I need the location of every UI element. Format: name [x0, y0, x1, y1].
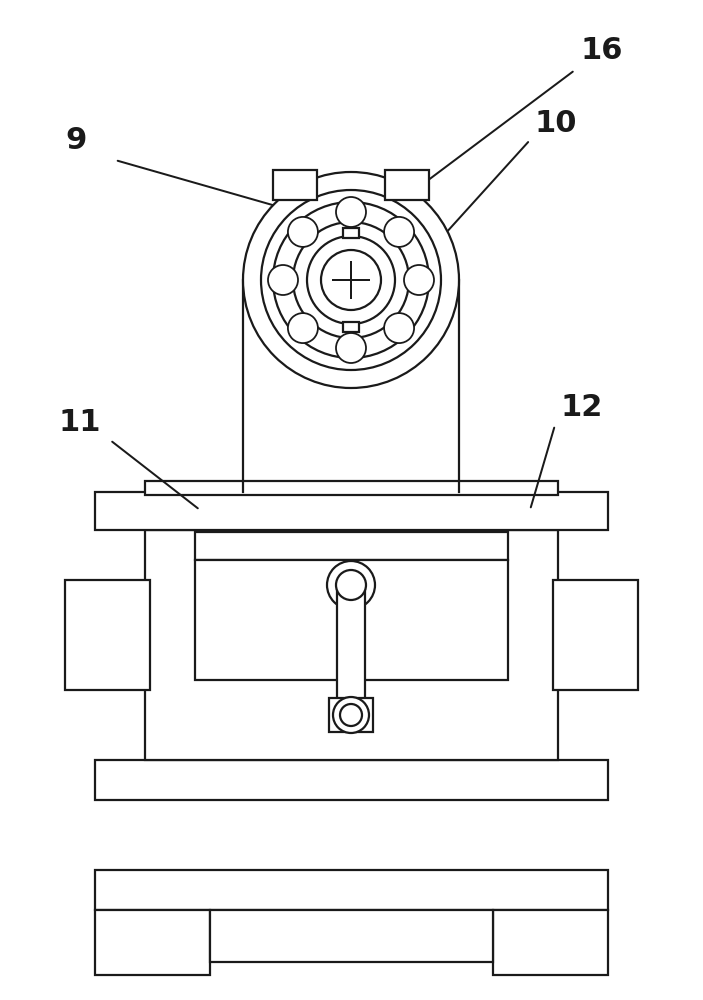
- Circle shape: [307, 236, 395, 324]
- Text: 9: 9: [65, 126, 86, 155]
- Text: 11: 11: [58, 408, 101, 437]
- Circle shape: [340, 704, 362, 726]
- Bar: [329, 698, 373, 732]
- Circle shape: [336, 570, 366, 600]
- Circle shape: [321, 250, 381, 310]
- Bar: [385, 170, 429, 200]
- Bar: [95, 492, 608, 530]
- Text: 16: 16: [580, 36, 622, 65]
- Bar: [493, 910, 608, 975]
- Bar: [95, 760, 608, 800]
- Circle shape: [336, 333, 366, 363]
- Bar: [343, 228, 359, 238]
- Bar: [65, 580, 150, 690]
- Bar: [337, 585, 365, 700]
- Circle shape: [336, 197, 366, 227]
- Bar: [273, 170, 317, 200]
- Bar: [210, 910, 493, 962]
- Circle shape: [273, 202, 429, 358]
- Bar: [553, 580, 638, 690]
- Circle shape: [268, 265, 298, 295]
- Circle shape: [288, 217, 318, 247]
- Bar: [145, 530, 558, 760]
- Bar: [195, 532, 508, 560]
- Circle shape: [327, 561, 375, 609]
- Circle shape: [261, 190, 441, 370]
- Bar: [145, 481, 558, 495]
- Bar: [195, 560, 508, 680]
- Text: 10: 10: [535, 109, 577, 138]
- Bar: [95, 910, 210, 975]
- Circle shape: [288, 313, 318, 343]
- Bar: [343, 322, 359, 332]
- Circle shape: [404, 265, 434, 295]
- Circle shape: [384, 217, 414, 247]
- Circle shape: [384, 313, 414, 343]
- Text: 12: 12: [560, 393, 602, 422]
- Circle shape: [293, 222, 409, 338]
- Circle shape: [333, 697, 369, 733]
- Circle shape: [243, 172, 459, 388]
- Bar: [95, 870, 608, 910]
